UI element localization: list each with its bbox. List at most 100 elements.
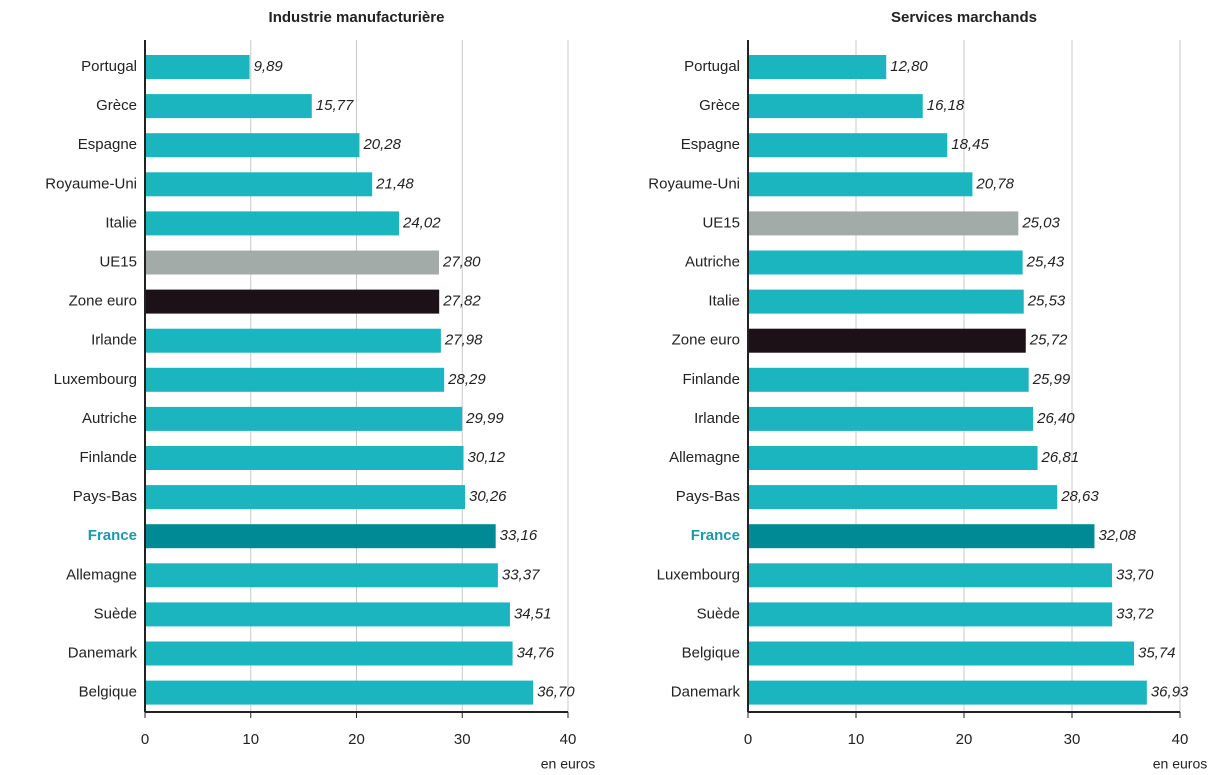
bar bbox=[748, 94, 923, 119]
category-label: Belgique bbox=[682, 644, 740, 661]
category-label: Luxembourg bbox=[54, 371, 137, 388]
value-label: 33,70 bbox=[1116, 566, 1154, 583]
value-label: 15,77 bbox=[316, 97, 354, 114]
value-label: 18,45 bbox=[951, 136, 989, 153]
category-label: Autriche bbox=[82, 410, 137, 427]
category-label: Italie bbox=[105, 214, 137, 231]
category-label: Pays-Bas bbox=[676, 488, 740, 505]
value-label: 12,80 bbox=[890, 58, 928, 75]
category-label: Zone euro bbox=[69, 293, 137, 310]
value-label: 27,80 bbox=[442, 253, 481, 270]
bar bbox=[145, 211, 400, 236]
category-label: Suède bbox=[697, 605, 740, 622]
bar bbox=[145, 55, 250, 79]
x-tick-label: 10 bbox=[242, 731, 259, 748]
value-label: 25,53 bbox=[1027, 293, 1066, 310]
bar bbox=[145, 172, 373, 197]
x-tick-label: 40 bbox=[560, 731, 577, 748]
bar bbox=[748, 602, 1113, 627]
bar bbox=[748, 641, 1134, 666]
x-axis-label: en euros bbox=[1153, 756, 1207, 772]
value-label: 20,78 bbox=[975, 175, 1014, 192]
category-label: Portugal bbox=[684, 58, 740, 75]
category-label: Belgique bbox=[79, 684, 137, 701]
category-label: Royaume-Uni bbox=[648, 175, 740, 192]
category-label: France bbox=[88, 527, 137, 544]
value-label: 34,76 bbox=[517, 644, 555, 661]
category-label: Suède bbox=[94, 605, 137, 622]
value-label: 27,82 bbox=[442, 293, 481, 310]
bar bbox=[748, 485, 1058, 510]
x-tick-label: 0 bbox=[744, 731, 752, 748]
category-label: Italie bbox=[708, 293, 740, 310]
bar bbox=[145, 446, 464, 470]
category-label: Luxembourg bbox=[657, 566, 740, 583]
value-label: 36,93 bbox=[1151, 684, 1189, 701]
value-label: 29,99 bbox=[465, 410, 504, 427]
x-tick-label: 30 bbox=[454, 731, 471, 748]
x-tick-label: 20 bbox=[956, 731, 973, 748]
value-label: 21,48 bbox=[375, 175, 414, 192]
value-label: 26,81 bbox=[1041, 449, 1080, 466]
category-label: Allemagne bbox=[66, 566, 137, 583]
value-label: 30,12 bbox=[468, 449, 506, 466]
bar bbox=[748, 406, 1034, 431]
x-tick-label: 10 bbox=[848, 731, 865, 748]
bar bbox=[748, 524, 1095, 549]
category-label: Royaume-Uni bbox=[45, 175, 137, 192]
value-label: 28,63 bbox=[1060, 488, 1099, 505]
category-label: Autriche bbox=[685, 253, 740, 270]
bar bbox=[748, 328, 1026, 353]
value-label: 25,99 bbox=[1032, 371, 1071, 388]
category-label: Espagne bbox=[681, 136, 740, 153]
bar bbox=[145, 485, 465, 510]
value-label: 34,51 bbox=[514, 605, 552, 622]
bar bbox=[748, 367, 1029, 392]
bar bbox=[145, 367, 445, 392]
bar bbox=[145, 524, 496, 549]
category-label: Grèce bbox=[699, 97, 740, 114]
value-label: 9,89 bbox=[254, 58, 284, 75]
chart-title: Services marchands bbox=[891, 9, 1037, 26]
value-label: 25,72 bbox=[1029, 332, 1068, 349]
value-label: 30,26 bbox=[469, 488, 507, 505]
x-tick-label: 20 bbox=[348, 731, 365, 748]
category-label: Finlande bbox=[79, 449, 137, 466]
value-label: 33,16 bbox=[500, 527, 538, 544]
x-tick-label: 40 bbox=[1172, 731, 1189, 748]
bar bbox=[748, 250, 1023, 275]
bar bbox=[145, 641, 513, 666]
category-label: UE15 bbox=[99, 253, 137, 270]
category-label: Danemark bbox=[68, 644, 138, 661]
bar bbox=[145, 602, 510, 627]
category-label: France bbox=[691, 527, 740, 544]
bar bbox=[748, 133, 948, 158]
category-label: Irlande bbox=[694, 410, 740, 427]
value-label: 25,43 bbox=[1026, 253, 1065, 270]
category-label: Irlande bbox=[91, 332, 137, 349]
value-label: 33,37 bbox=[502, 566, 540, 583]
category-label: Allemagne bbox=[669, 449, 740, 466]
value-label: 33,72 bbox=[1116, 605, 1154, 622]
value-label: 35,74 bbox=[1138, 644, 1176, 661]
chart-title: Industrie manufacturière bbox=[269, 9, 445, 26]
bar bbox=[748, 563, 1112, 588]
bar bbox=[748, 55, 887, 79]
category-label: UE15 bbox=[702, 214, 740, 231]
bar bbox=[748, 172, 973, 197]
category-label: Grèce bbox=[96, 97, 137, 114]
bar bbox=[748, 211, 1019, 236]
category-label: Espagne bbox=[78, 136, 137, 153]
x-axis-label: en euros bbox=[541, 756, 595, 772]
bar bbox=[748, 680, 1147, 705]
bar bbox=[145, 406, 463, 431]
value-label: 25,03 bbox=[1021, 214, 1060, 231]
category-label: Pays-Bas bbox=[73, 488, 137, 505]
value-label: 28,29 bbox=[447, 371, 486, 388]
value-label: 20,28 bbox=[362, 136, 401, 153]
category-label: Finlande bbox=[682, 371, 740, 388]
bar bbox=[145, 328, 441, 353]
bar bbox=[145, 680, 534, 705]
bar bbox=[145, 563, 498, 588]
